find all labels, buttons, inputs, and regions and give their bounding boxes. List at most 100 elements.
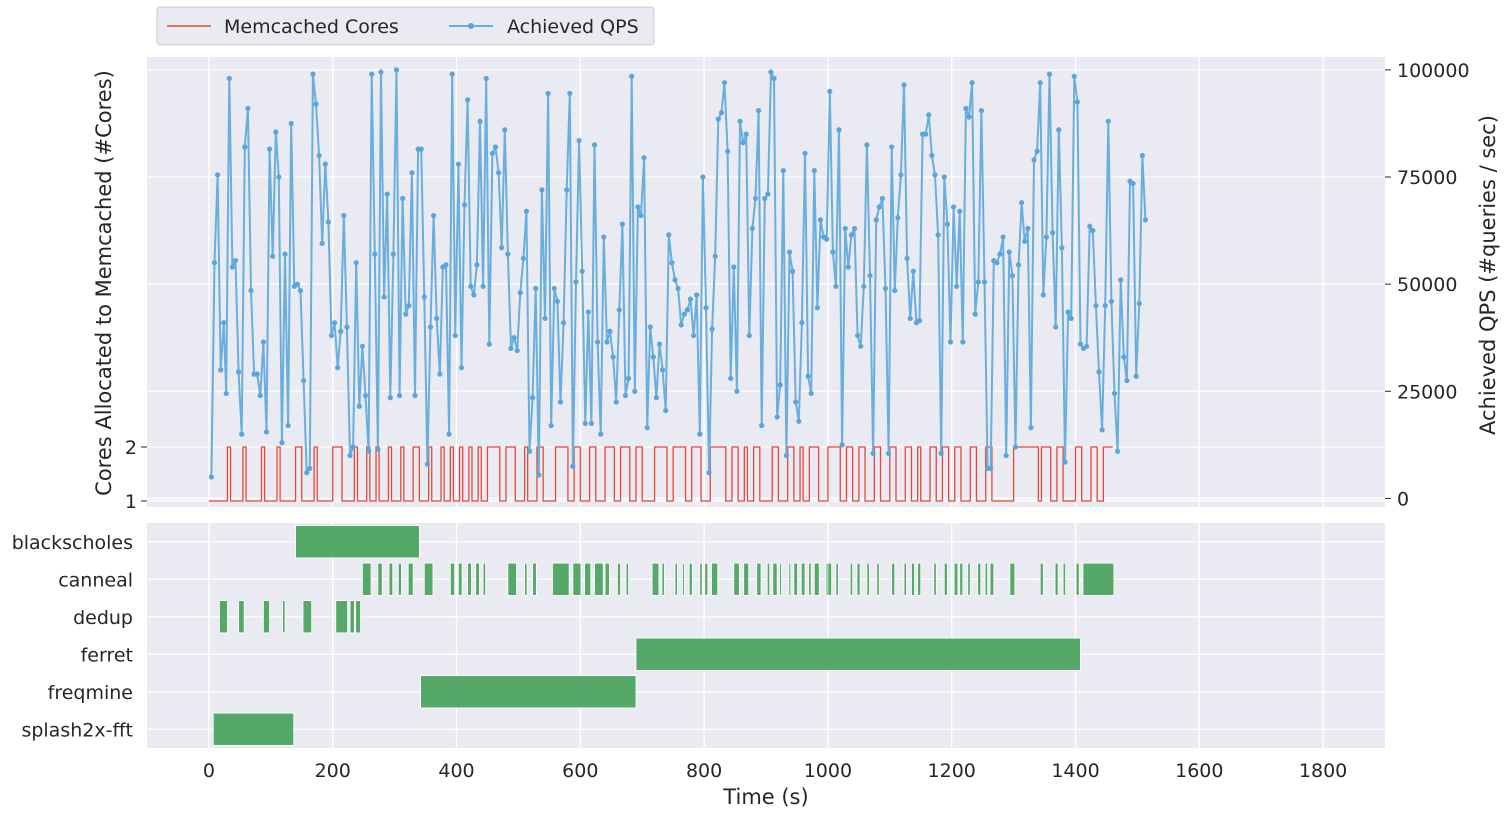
qps-point-116 [567,90,573,97]
qps-point-70 [424,461,431,467]
qps-point-227 [910,268,916,274]
qps-point-91 [489,150,496,157]
qps-point-101 [520,255,526,262]
qps-point-273 [1053,324,1059,330]
qps-point-24 [282,251,288,257]
qps-point-105 [533,285,539,292]
qps-point-229 [916,317,923,324]
qps-point-28 [294,281,301,287]
qps-point-266 [1031,157,1037,163]
qps-point-100 [517,290,523,296]
qps-point-107 [539,187,545,193]
x-axis-ticks: 0 200 400 600 800 1000 1200 1400 1600 1800 [203,760,1347,782]
qps-point-63 [403,311,409,317]
qps-point-35 [316,152,322,159]
qps-point-217 [879,195,885,202]
qps-point-298 [1130,180,1136,187]
qps-point-87 [477,118,483,124]
qps-point-183 [774,414,780,420]
qps-point-140 [641,155,647,161]
right-tick-label-0: 0 [1397,488,1409,510]
qps-point-10 [239,431,245,437]
qps-point-184 [777,382,783,388]
bar-canneal-12 [524,562,528,596]
qps-point-224 [901,82,907,88]
qps-point-162 [709,326,715,332]
qps-point-122 [585,309,591,315]
bar-canneal-33 [772,562,778,596]
qps-point-61 [396,392,403,399]
qps-point-113 [557,399,564,405]
qps-point-94 [499,245,505,251]
qps-point-128 [604,339,610,345]
bar-canneal-16 [584,562,592,596]
bar-canneal-4 [407,562,414,596]
bar-dedup-6 [349,600,355,634]
bar-canneal-11 [507,562,517,596]
left-y-axis-title: Cores Allocated to Memcached (#Cores) [92,70,116,496]
qps-point-52 [369,71,375,77]
qps-point-74 [437,371,443,377]
qps-point-77 [446,431,452,437]
bar-canneal-6 [449,562,456,596]
qps-point-236 [938,450,944,457]
bar-canneal-59 [1009,562,1016,596]
qps-point-152 [678,322,684,328]
qps-point-73 [434,315,440,322]
qps-point-45 [347,452,353,459]
qps-point-272 [1049,230,1056,236]
qps-point-176 [752,195,759,202]
bar-canneal-8 [467,562,472,596]
qps-point-247 [972,311,978,317]
qps-point-144 [653,395,660,401]
qps-point-135 [625,375,632,382]
qps-point-48 [356,403,362,409]
bar-canneal-34 [779,562,782,596]
qps-point-277 [1065,309,1071,315]
qps-point-185 [780,167,786,174]
qps-point-243 [960,339,966,345]
qps-point-15 [254,371,260,377]
bar-canneal-54 [959,562,964,596]
bar-canneal-60 [1039,562,1044,596]
qps-point-76 [443,262,449,268]
top-grid [147,57,1385,507]
qps-point-219 [885,450,892,457]
qps-point-56 [381,294,387,300]
qps-point-6 [226,75,232,82]
bar-canneal-29 [733,562,740,596]
qps-point-207 [848,232,855,238]
qps-point-81 [458,365,465,371]
qps-point-265 [1028,425,1034,431]
qps-point-139 [638,212,644,219]
qps-point-38 [325,219,331,225]
left-tick-label-1: 1 [125,491,137,513]
qps-point-170 [734,388,740,394]
bar-canneal-3 [397,562,402,596]
qps-point-11 [242,144,248,150]
qps-point-296 [1124,377,1130,384]
bar-canneal-45 [866,562,870,596]
qps-point-269 [1040,292,1046,298]
qps-point-202 [833,283,839,289]
bar-canneal-20 [625,562,629,596]
qps-point-158 [697,431,703,437]
qps-point-83 [465,97,471,103]
bar-canneal-28 [711,562,719,596]
x-tick-label-1800: 1800 [1299,760,1347,782]
qps-point-171 [737,118,743,124]
qps-point-290 [1105,118,1111,124]
bar-canneal-21 [651,562,660,596]
qps-point-109 [545,90,551,97]
qps-point-190 [796,418,802,424]
qps-point-218 [882,285,889,292]
qps-point-62 [400,195,406,202]
qps-point-124 [591,142,598,148]
category-label-canneal: canneal [58,569,133,591]
bar-canneal-52 [943,562,948,596]
qps-point-40 [331,320,338,326]
qps-point-92 [492,144,499,150]
qps-point-238 [944,221,950,227]
bar-freqmine-0 [420,675,637,709]
qps-point-177 [755,107,762,114]
